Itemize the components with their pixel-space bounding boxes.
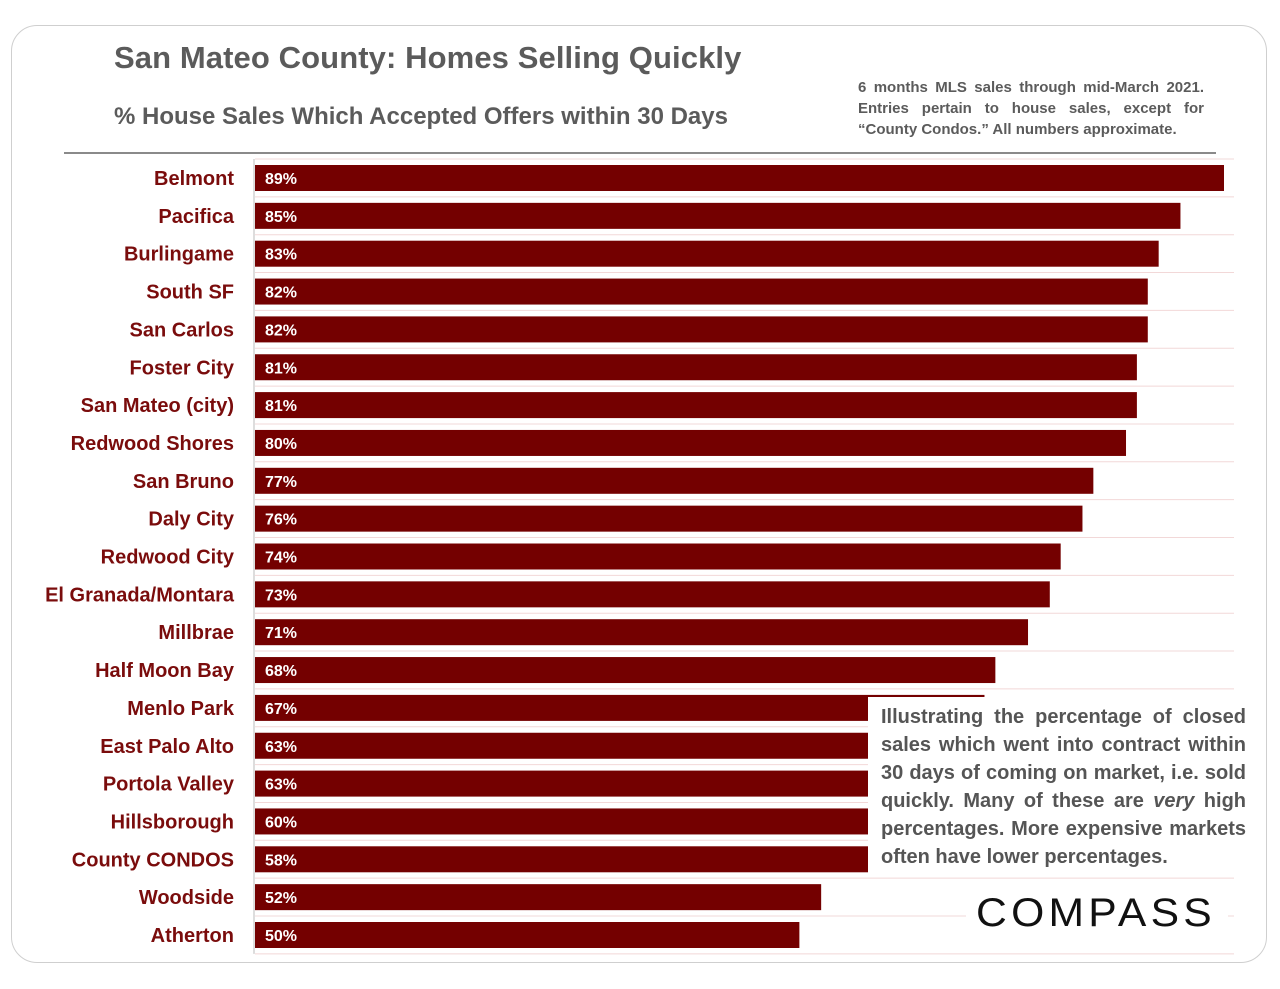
value-label: 80% [265, 436, 297, 453]
bar [255, 240, 1159, 267]
value-label: 74% [265, 550, 297, 567]
callout-text-end: high percentages. More expensive markets… [881, 790, 1247, 868]
bar [255, 392, 1137, 419]
compass-logo-graphic: COMPASS [976, 891, 1216, 935]
header-divider [64, 152, 1216, 154]
category-label: Redwood City [101, 547, 235, 569]
bar [255, 732, 941, 759]
category-label: Millbrae [158, 622, 234, 644]
bar [255, 694, 985, 721]
value-label: 73% [265, 587, 297, 604]
category-label: Daly City [148, 509, 234, 531]
value-label: 58% [265, 852, 297, 869]
callout-box: Illustrating the percentage of closed sa… [868, 697, 1246, 873]
compass-logo: COMPASS [966, 884, 1228, 938]
bar [255, 202, 1181, 229]
chart-title: San Mateo County: Homes Selling Quickly [114, 40, 742, 75]
callout-text-start: Illustrating the percentage of closed sa… [881, 706, 1246, 812]
category-label: San Carlos [130, 319, 234, 341]
category-label: Woodside [139, 887, 234, 909]
category-label: Portola Valley [103, 774, 235, 796]
category-label: Foster City [130, 357, 235, 379]
value-label: 81% [265, 360, 297, 377]
logo-text: COMPASS [976, 891, 1216, 935]
category-label: Redwood Shores [71, 433, 234, 455]
bar [255, 505, 1083, 532]
value-label: 52% [265, 890, 297, 907]
value-label: 68% [265, 663, 297, 680]
bar [255, 922, 800, 948]
bar [255, 165, 1224, 191]
category-label: San Bruno [133, 471, 234, 493]
bar [255, 657, 996, 684]
category-label: Hillsborough [111, 811, 234, 833]
bar [255, 846, 887, 873]
value-label: 50% [265, 928, 297, 945]
category-label: El Granada/Montara [45, 584, 235, 606]
bar [255, 619, 1029, 646]
bar [255, 808, 909, 835]
category-label: Belmont [154, 168, 234, 190]
value-label: 82% [265, 285, 297, 302]
value-label: 63% [265, 777, 297, 794]
bar [255, 770, 941, 797]
category-label: Burlingame [124, 244, 234, 266]
bar [255, 467, 1094, 494]
value-label: 81% [265, 398, 297, 415]
bar [255, 316, 1148, 343]
bar [255, 278, 1148, 305]
category-label: San Mateo (city) [81, 395, 234, 417]
value-label: 89% [265, 171, 297, 188]
category-label: Atherton [151, 925, 234, 947]
category-label: Pacifica [158, 206, 234, 228]
value-label: 60% [265, 814, 297, 831]
category-label: South SF [146, 282, 234, 304]
bar [255, 884, 822, 911]
source-note: 6 months MLS sales through mid-March 202… [858, 79, 1204, 138]
value-label: 85% [265, 209, 297, 226]
bar [255, 354, 1137, 381]
category-label: County CONDOS [72, 849, 234, 871]
bar [255, 581, 1050, 608]
category-label: East Palo Alto [100, 736, 234, 758]
value-label: 82% [265, 322, 297, 339]
bar [255, 429, 1127, 456]
category-label: Menlo Park [127, 698, 235, 720]
value-label: 77% [265, 474, 297, 491]
chart-subtitle: % House Sales Which Accepted Offers with… [114, 103, 728, 130]
value-label: 83% [265, 247, 297, 264]
value-label: 76% [265, 512, 297, 529]
value-label: 67% [265, 701, 297, 718]
category-label: Half Moon Bay [95, 660, 235, 682]
callout-text-emphasis: very [1153, 790, 1195, 812]
value-label: 63% [265, 739, 297, 756]
value-label: 71% [265, 625, 297, 642]
bar [255, 543, 1061, 570]
